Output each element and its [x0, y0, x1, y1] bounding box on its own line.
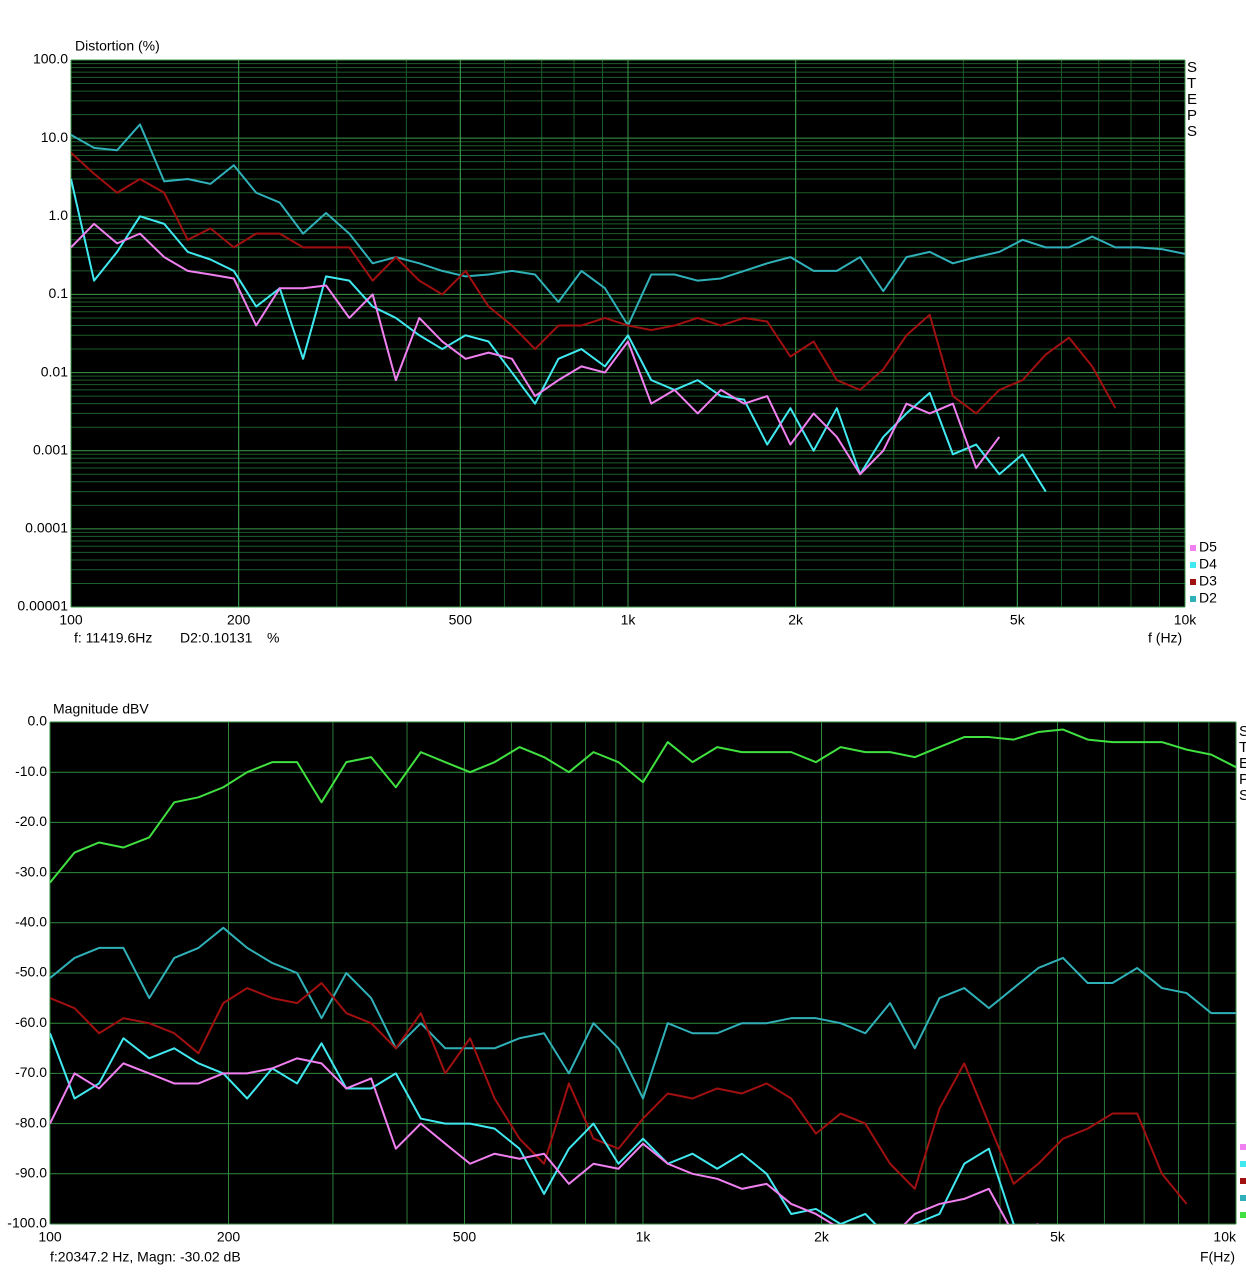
- legend-label: D2: [1199, 590, 1217, 606]
- status-readout: D2:0.10131: [180, 630, 253, 646]
- legend-swatch: [1240, 1195, 1246, 1201]
- y-tick-label: -30.0: [15, 863, 47, 879]
- y-tick-label: -40.0: [15, 914, 47, 930]
- series-line: [50, 1032, 1016, 1224]
- x-tick-label: 100: [59, 612, 83, 628]
- x-axis-label: f (Hz): [1148, 630, 1182, 646]
- series-line: [50, 926, 1236, 1100]
- y-tick-label: -10.0: [15, 763, 47, 779]
- legend-label: D4: [1199, 556, 1217, 572]
- y-tick-label: -80.0: [15, 1114, 47, 1130]
- y-tick-label: 1.0: [49, 207, 69, 223]
- x-tick-label: 200: [217, 1229, 241, 1245]
- legend-swatch: [1240, 1212, 1246, 1218]
- legend-label: D3: [1199, 573, 1217, 589]
- y-tick-label: 0.00001: [17, 598, 68, 614]
- y-tick-label: 0.0: [28, 713, 48, 729]
- legend-swatch: [1190, 562, 1196, 568]
- series-group: [71, 123, 1185, 493]
- chart-title: Distortion (%): [75, 38, 160, 54]
- y-tick-label: -60.0: [15, 1014, 47, 1030]
- x-tick-label: 10k: [1174, 612, 1198, 628]
- legend-swatch: [1240, 1161, 1246, 1167]
- y-tick-label: -90.0: [15, 1165, 47, 1181]
- y-tick-label: 0.0001: [25, 520, 68, 536]
- y-tick-label: -20.0: [15, 813, 47, 829]
- series-line: [50, 982, 1188, 1205]
- series-line: [71, 222, 1001, 476]
- x-tick-label: 5k: [1010, 612, 1026, 628]
- y-tick-label: -70.0: [15, 1064, 47, 1080]
- x-tick-label: 1k: [621, 612, 637, 628]
- x-axis-label: F(Hz): [1200, 1249, 1235, 1265]
- steps-label: STEPS: [1239, 723, 1246, 804]
- x-tick-label: 2k: [788, 612, 804, 628]
- legend-swatch: [1190, 596, 1196, 602]
- y-tick-label: -100.0: [7, 1215, 47, 1231]
- legend-label: D5: [1199, 539, 1217, 555]
- legend-swatch: [1190, 545, 1196, 551]
- x-tick-label: 5k: [1050, 1229, 1066, 1245]
- chart-title: Magnitude dBV: [53, 701, 149, 717]
- series-line: [71, 178, 1047, 493]
- y-tick-label: -50.0: [15, 964, 47, 980]
- steps-label: STEPS: [1187, 59, 1198, 140]
- status-readout: %: [267, 630, 279, 646]
- x-tick-label: 500: [449, 612, 473, 628]
- y-tick-label: 0.01: [41, 363, 68, 379]
- status-readout: f: 11419.6Hz: [74, 630, 152, 646]
- y-tick-label: 10.0: [41, 129, 68, 145]
- x-tick-label: 10k: [1213, 1229, 1237, 1245]
- x-tick-label: 1k: [636, 1229, 652, 1245]
- status-readout: f:20347.2 Hz, Magn: -30.02 dB: [50, 1249, 241, 1265]
- series-group: [50, 728, 1236, 1224]
- series-line: [50, 728, 1236, 884]
- legend-swatch: [1240, 1144, 1246, 1150]
- x-tick-label: 200: [227, 612, 251, 628]
- legend-swatch: [1190, 579, 1196, 585]
- x-tick-label: 100: [38, 1229, 62, 1245]
- series-line: [71, 152, 1117, 415]
- y-tick-label: 100.0: [33, 51, 68, 67]
- y-tick-label: 0.001: [33, 441, 68, 457]
- legend-swatch: [1240, 1178, 1246, 1184]
- x-tick-label: 500: [453, 1229, 477, 1245]
- y-tick-label: 0.1: [49, 285, 69, 301]
- x-tick-label: 2k: [814, 1229, 830, 1245]
- series-line: [50, 1057, 1039, 1224]
